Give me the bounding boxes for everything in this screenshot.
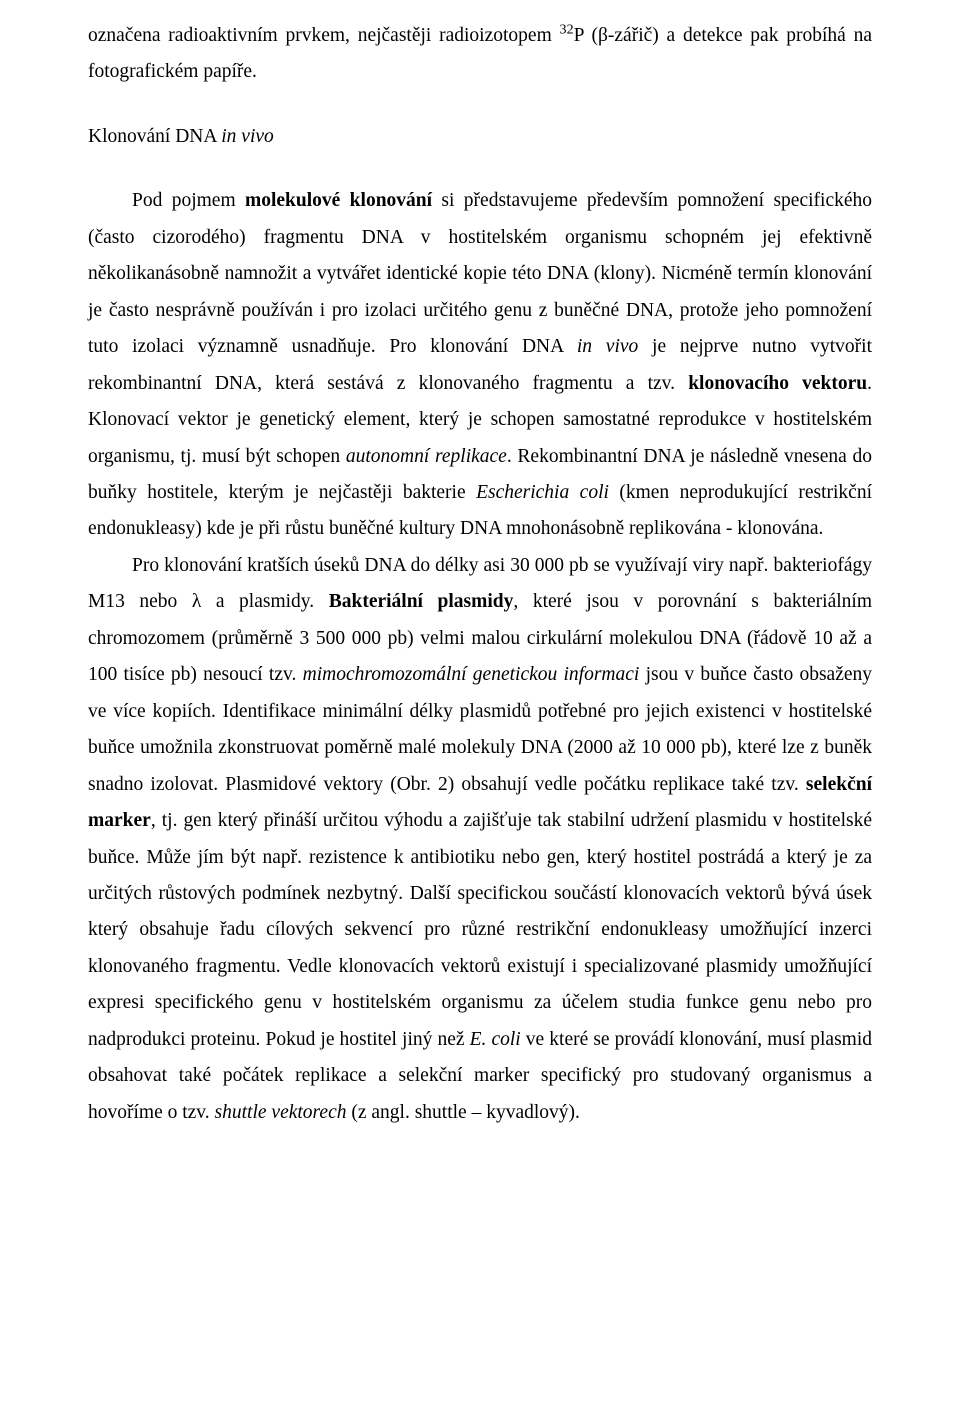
text-run: si představujeme především pomnožení spe… [88,190,872,357]
paragraph-2: Pod pojmem molekulové klonování si předs… [88,183,872,548]
text-run: (z angl. shuttle – kyvadlový). [346,1102,579,1123]
bold-term: klonovacího vektoru [688,373,867,394]
italic-term: in vivo [577,336,638,357]
section-heading: Klonování DNA in vivo [88,119,872,155]
bold-term: molekulové klonování [245,190,432,211]
italic-term: mimochromozomální genetickou informaci [303,664,640,685]
italic-term: autonomní replikace [346,446,507,467]
heading-italic: in vivo [221,126,274,147]
superscript: 32 [560,22,574,38]
text-run: , tj. gen který přináší určitou výhodu a… [88,810,872,1050]
paragraph-1: označena radioaktivním prvkem, nejčastěj… [88,18,872,91]
paragraph-3: Pro klonování kratších úseků DNA do délk… [88,548,872,1131]
bold-term: Bakteriální plasmidy [329,591,514,612]
text-run: Pod pojmem [132,190,245,211]
heading-text: Klonování DNA [88,126,221,147]
text-run: označena radioaktivním prvkem, nejčastěj… [88,25,560,46]
italic-term: E. coli [470,1029,521,1050]
italic-term: Escherichia coli [476,482,609,503]
document-page: označena radioaktivním prvkem, nejčastěj… [0,0,960,1428]
italic-term: shuttle vektorech [215,1102,347,1123]
